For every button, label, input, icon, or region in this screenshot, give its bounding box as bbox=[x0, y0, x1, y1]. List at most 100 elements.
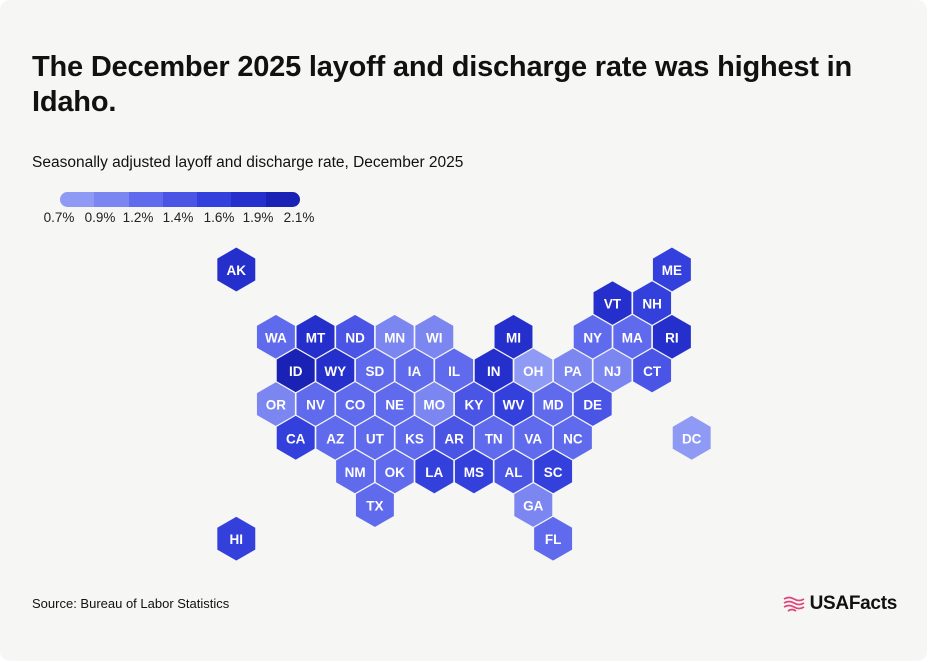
state-label: KS bbox=[405, 431, 424, 446]
state-label: DC bbox=[682, 431, 702, 446]
state-label: OH bbox=[523, 364, 543, 379]
state-label: PA bbox=[564, 364, 582, 379]
state-hex bbox=[671, 414, 712, 462]
state-label: NV bbox=[306, 398, 325, 413]
state-label: TN bbox=[485, 431, 503, 446]
state-label: OR bbox=[266, 398, 287, 413]
state-label: AR bbox=[444, 431, 464, 446]
state-label: WA bbox=[265, 330, 287, 345]
state-label: MO bbox=[423, 398, 445, 413]
state-label: IA bbox=[408, 364, 422, 379]
state-tile-mi: MI bbox=[493, 313, 534, 361]
legend-swatch bbox=[162, 192, 198, 207]
legend-swatch bbox=[265, 192, 300, 207]
state-tile-co: CO bbox=[334, 380, 376, 428]
state-label: NH bbox=[642, 297, 662, 312]
state-tile-ms: MS bbox=[453, 448, 495, 495]
state-label: VT bbox=[604, 297, 622, 312]
state-label: NC bbox=[563, 431, 583, 446]
state-label: SC bbox=[544, 465, 563, 480]
state-hex bbox=[216, 515, 257, 562]
state-label: WV bbox=[503, 398, 525, 413]
state-tile-dc: DC bbox=[671, 414, 712, 462]
state-tile-ut: UT bbox=[354, 414, 396, 462]
state-label: MS bbox=[464, 465, 484, 480]
state-label: AL bbox=[505, 465, 523, 480]
state-label: TX bbox=[366, 499, 383, 514]
legend-label: 0.7% bbox=[43, 210, 75, 225]
state-label: HI bbox=[230, 532, 244, 547]
state-tile-ct: CT bbox=[631, 347, 673, 394]
state-label: CO bbox=[345, 398, 365, 413]
legend-label: 1.2% bbox=[122, 210, 154, 225]
state-tile-sc: SC bbox=[532, 448, 574, 495]
state-hex bbox=[631, 347, 673, 394]
state-label: MI bbox=[506, 330, 521, 345]
state-hex bbox=[216, 246, 257, 293]
state-label: CT bbox=[643, 364, 662, 379]
state-label: MA bbox=[622, 330, 643, 345]
state-tile-il: IL bbox=[433, 347, 475, 394]
state-label: DE bbox=[583, 398, 602, 413]
state-label: UT bbox=[366, 431, 385, 446]
state-label: MN bbox=[384, 330, 405, 345]
legend-color-scale bbox=[60, 192, 300, 207]
legend-swatch bbox=[128, 192, 163, 207]
state-label: MT bbox=[306, 330, 326, 345]
state-label: AK bbox=[227, 263, 247, 278]
legend-labels: 0.7% 0.9% 1.2% 1.4% 1.6% 1.9% 2.1% bbox=[38, 210, 328, 228]
state-label: OK bbox=[385, 465, 406, 480]
state-label: SD bbox=[366, 364, 385, 379]
state-tile-tx: TX bbox=[354, 481, 396, 529]
legend-swatch bbox=[60, 192, 95, 207]
state-label: RI bbox=[665, 330, 679, 345]
state-label: GA bbox=[523, 499, 544, 514]
state-label: FL bbox=[545, 532, 562, 547]
state-tile-ok: OK bbox=[374, 448, 415, 495]
state-label: KY bbox=[465, 398, 484, 413]
state-tile-nc: NC bbox=[552, 414, 594, 462]
state-hex bbox=[532, 515, 574, 562]
usafacts-logo: USAFacts bbox=[782, 593, 897, 615]
state-label: NE bbox=[385, 398, 404, 413]
state-label: CA bbox=[286, 431, 306, 446]
state-label: IL bbox=[448, 364, 460, 379]
chart-title: The December 2025 layoff and discharge r… bbox=[32, 51, 853, 118]
state-label: LA bbox=[425, 465, 443, 480]
state-label: IN bbox=[487, 364, 501, 379]
state-label: ID bbox=[289, 364, 303, 379]
state-tile-fl: FL bbox=[532, 515, 574, 562]
legend-swatch bbox=[231, 192, 266, 207]
state-tile-de: DE bbox=[572, 380, 613, 428]
state-tile-ca: CA bbox=[275, 414, 316, 462]
legend-swatch bbox=[197, 192, 232, 207]
state-tile-or: OR bbox=[255, 380, 297, 428]
state-tile-wv: WV bbox=[493, 380, 534, 428]
state-tile-pa: PA bbox=[552, 347, 594, 394]
legend-label: 2.1% bbox=[283, 210, 315, 225]
state-tile-nv: NV bbox=[295, 380, 336, 428]
flag-icon bbox=[783, 596, 805, 612]
state-label: NJ bbox=[604, 364, 621, 379]
legend-label: 0.9% bbox=[84, 210, 116, 225]
state-label: WI bbox=[426, 330, 443, 345]
state-label: ND bbox=[345, 330, 365, 345]
state-label: ME bbox=[662, 263, 682, 278]
state-label: NM bbox=[345, 465, 366, 480]
state-tile-mt: MT bbox=[295, 313, 336, 361]
state-tile-ak: AK bbox=[216, 246, 257, 293]
state-label: AZ bbox=[326, 431, 344, 446]
state-tile-hi: HI bbox=[216, 515, 257, 562]
state-hex bbox=[354, 481, 396, 529]
legend-label: 1.6% bbox=[203, 210, 235, 225]
chart-subtitle: Seasonally adjusted layoff and discharge… bbox=[32, 154, 464, 171]
state-label: VA bbox=[524, 431, 542, 446]
source-note: Source: Bureau of Labor Statistics bbox=[32, 596, 230, 611]
state-tile-nm: NM bbox=[334, 448, 376, 495]
state-tile-me: ME bbox=[651, 246, 693, 293]
state-label: WY bbox=[324, 364, 346, 379]
legend-label: 1.9% bbox=[242, 210, 274, 225]
brand-name: USAFacts bbox=[809, 593, 898, 614]
